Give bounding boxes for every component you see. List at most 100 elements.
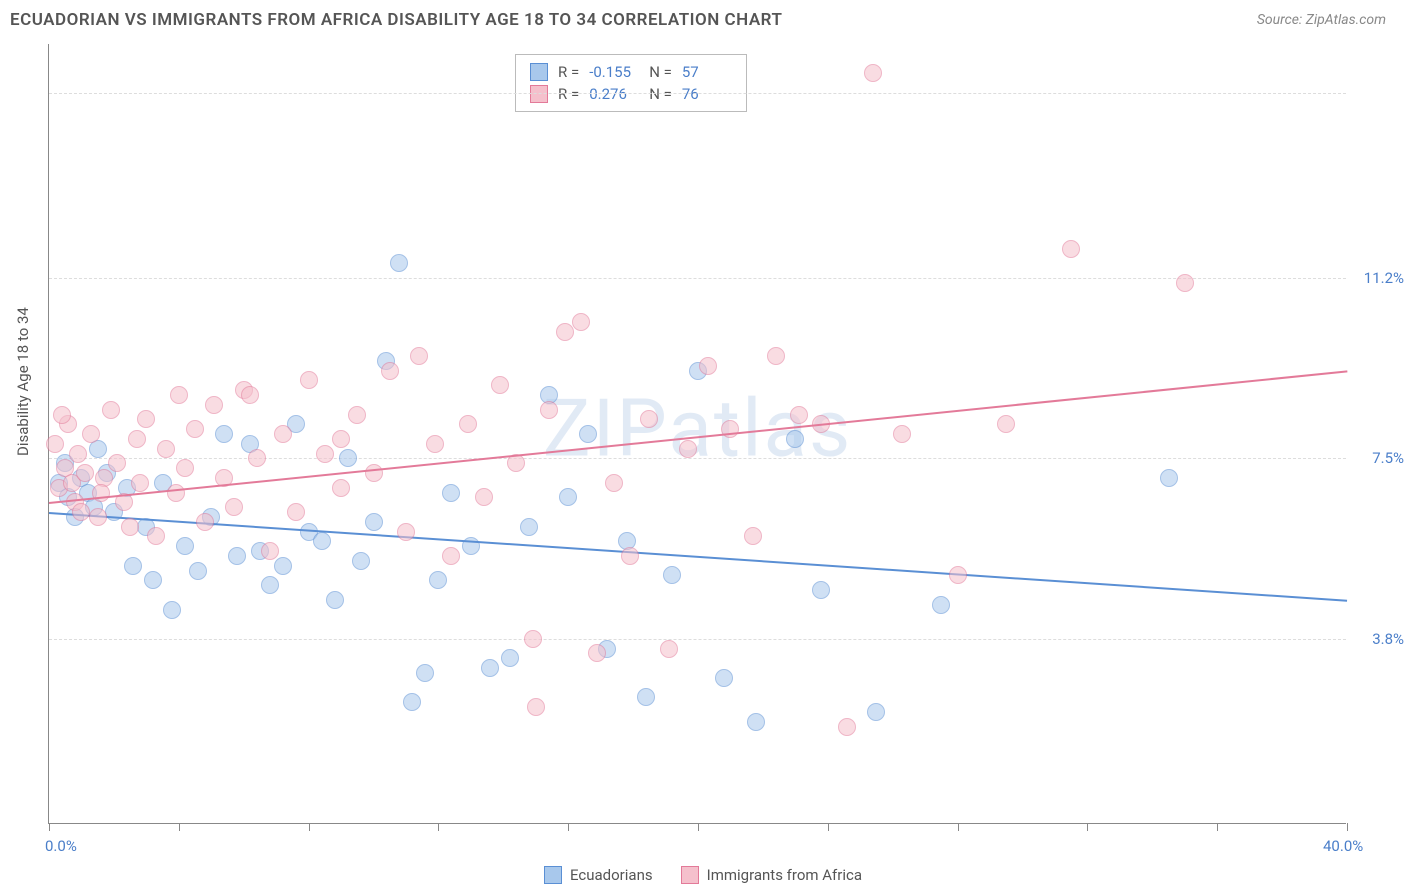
scatter-point [365,464,383,482]
scatter-point [747,713,765,731]
scatter-point [637,688,655,706]
x-tick [828,823,829,831]
series-legend: EcuadoriansImmigrants from Africa [544,866,862,884]
scatter-point [89,508,107,526]
scatter-point [588,644,606,662]
legend-n-label: N = [649,63,672,81]
scatter-point [932,596,950,614]
scatter-point [326,591,344,609]
gridline-horizontal [49,93,1346,94]
scatter-point [390,254,408,272]
legend-n-value: 57 [682,63,732,81]
scatter-point [108,454,126,472]
scatter-point [332,430,350,448]
legend-row: R = -0.155 N = 57 [530,61,732,83]
scatter-point [997,415,1015,433]
scatter-point [744,527,762,545]
scatter-point [157,440,175,458]
scatter-point [491,376,509,394]
scatter-point [475,488,493,506]
scatter-point [241,386,259,404]
scatter-point [137,410,155,428]
scatter-point [215,425,233,443]
scatter-point [76,464,94,482]
scatter-point [663,566,681,584]
legend-swatch [530,85,548,103]
y-tick-label: 7.5% [1372,449,1404,467]
y-tick-label: 11.2% [1364,269,1404,287]
scatter-point [144,571,162,589]
y-tick-label: 3.8% [1372,630,1404,648]
scatter-point [332,479,350,497]
x-tick [1217,823,1218,831]
scatter-point [228,547,246,565]
source-attribution: Source: ZipAtlas.com [1257,12,1386,28]
scatter-point [416,664,434,682]
scatter-point [893,425,911,443]
x-tick-label: 0.0% [45,837,77,855]
scatter-point [186,420,204,438]
scatter-point [621,547,639,565]
legend-r-label: R = [558,85,579,103]
scatter-point [786,430,804,448]
x-tick [438,823,439,831]
x-tick [49,823,50,831]
scatter-point [442,547,460,565]
scatter-point [131,474,149,492]
scatter-point [459,415,477,433]
x-tick [698,823,699,831]
scatter-point [69,445,87,463]
scatter-point [524,630,542,648]
scatter-point [715,669,733,687]
legend-row: R = 0.276 N = 76 [530,83,732,105]
scatter-point [274,425,292,443]
chart-title: ECUADORIAN VS IMMIGRANTS FROM AFRICA DIS… [10,10,782,30]
scatter-point [300,371,318,389]
legend-n-label: N = [649,85,672,103]
scatter-point [410,347,428,365]
scatter-point [352,552,370,570]
scatter-point [767,347,785,365]
legend-r-value: -0.155 [589,63,639,81]
scatter-point [196,513,214,531]
x-tick [309,823,310,831]
legend-swatch [530,63,548,81]
chart-header: ECUADORIAN VS IMMIGRANTS FROM AFRICA DIS… [0,0,1406,36]
scatter-point [274,557,292,575]
legend-n-value: 76 [682,85,732,103]
scatter-point [163,601,181,619]
x-tick [1087,823,1088,831]
scatter-point [1160,469,1178,487]
legend-swatch [681,866,699,884]
scatter-point [397,523,415,541]
scatter-point [699,357,717,375]
scatter-point [147,527,165,545]
scatter-point [176,537,194,555]
scatter-point [189,562,207,580]
scatter-point [838,718,856,736]
gridline-horizontal [49,278,1346,279]
scatter-point [429,571,447,589]
plot-area: ZIPatlas R =-0.155N =57R =0.276N =76 3.8… [48,44,1346,824]
scatter-point [579,425,597,443]
legend-r-label: R = [558,63,579,81]
scatter-point [660,640,678,658]
scatter-point [572,313,590,331]
x-tick-label: 40.0% [1323,837,1363,855]
scatter-point [176,459,194,477]
scatter-point [261,542,279,560]
gridline-horizontal [49,458,1346,459]
scatter-point [867,703,885,721]
x-tick [1347,823,1348,831]
scatter-point [170,386,188,404]
scatter-point [339,449,357,467]
gridline-horizontal [49,639,1346,640]
scatter-point [556,323,574,341]
scatter-point [812,581,830,599]
scatter-point [442,484,460,502]
scatter-point [403,693,421,711]
scatter-point [53,406,71,424]
legend-label: Immigrants from Africa [707,866,862,884]
scatter-point [128,430,146,448]
legend-r-value: 0.276 [589,85,639,103]
